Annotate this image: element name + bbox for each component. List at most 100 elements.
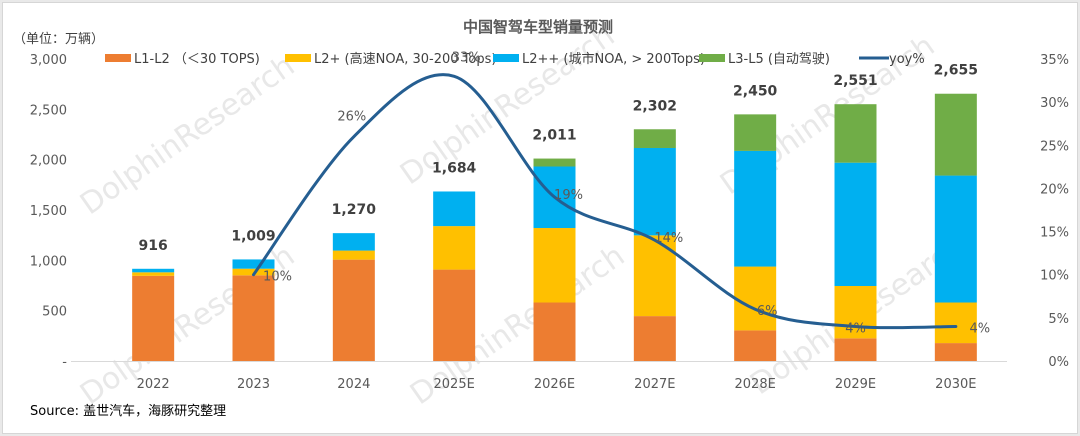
bar-segment-3 [734,150,777,267]
bar-segment-2 [633,235,676,317]
bar-segment-3 [433,191,476,227]
yoy-label: 4% [970,321,991,336]
bar-segment-2 [533,228,576,303]
bar-segment-3 [132,268,175,273]
bar-segment-1 [533,302,576,361]
watermark-text: DolphinResearch [74,48,301,222]
bar-segment-3 [934,175,977,303]
x-axis-ticks: 2022 2023 2024 2025E 2026E 2027E 2028E 2029E 203… [137,377,977,392]
bar-segment-2 [132,272,175,276]
watermark-text: DolphinResearch [394,18,621,192]
bar-segment-1 [934,343,977,361]
x-tick-label: 2025E [434,377,475,392]
total-label: 2,302 [633,98,677,114]
y-right-tick-label: 15% [1040,226,1069,241]
bar-segment-4 [934,93,977,176]
legend-label: yoy% [889,52,925,67]
legend-swatch [699,54,725,62]
total-label: 2,450 [733,83,778,99]
legend-label: L1-L2 （＜30 TOPS) [134,52,260,67]
legend-swatch [285,54,311,62]
bar-segment-1 [232,275,275,361]
x-tick-label: 2024 [337,377,370,392]
y-left-tick-label: 2,500 [30,103,67,118]
total-label: 2,655 [934,63,978,79]
total-label: 916 [139,238,168,254]
legend: L1-L2 （＜30 TOPS) L2+ (高速NOA, 30-200 Tops)… [105,51,925,67]
y-right-tick-label: 0% [1048,355,1069,370]
bar-segment-1 [132,275,175,361]
bar-segment-4 [633,129,676,148]
total-labels: 916 1,009 1,270 1,684 2,011 2,302 2,450 2,551 2,… [139,63,978,254]
yoy-label: 33% [452,50,481,65]
y-right-tick-label: 5% [1048,312,1069,327]
legend-label: L3-L5 (自动驾驶) [728,52,830,67]
total-label: 2,551 [833,73,877,89]
y-left-tick-label: 1,000 [30,254,67,269]
bar-segment-3 [633,147,676,236]
bars [132,93,977,361]
bar-segment-4 [734,114,777,151]
x-tick-label: 2027E [634,377,675,392]
total-label: 2,011 [532,128,576,144]
y-left-tick-label: - [62,355,67,370]
bar-segment-1 [834,338,877,361]
x-tick-label: 2028E [735,377,776,392]
yoy-label: 26% [337,110,366,125]
y-axis-right: 0% 5% 10% 15% 20% 25% 30% 35% [1040,53,1069,370]
y-left-tick-label: 500 [42,305,67,320]
y-right-tick-label: 30% [1040,96,1069,111]
bar-segment-2 [934,302,977,344]
yoy-labels: 10% 26% 33% 19% 14% 6% 4% 4% [263,50,990,336]
legend-swatch [105,54,131,62]
bar-segment-2 [433,226,476,270]
legend-item: L2+ (高速NOA, 30-200 Tops) [285,51,496,67]
x-tick-label: 2030E [935,377,976,392]
yoy-label: 14% [654,231,683,246]
x-tick-label: 2023 [237,377,270,392]
yoy-label: 10% [263,270,292,285]
yoy-label: 4% [845,321,866,336]
bar-segment-2 [834,286,877,339]
legend-swatch [493,54,519,62]
bar-segment-1 [433,269,476,361]
y-left-tick-label: 3,000 [30,53,67,68]
bar-segment-1 [332,259,375,361]
bar-segment-4 [533,158,576,167]
bar-segment-3 [834,162,877,287]
y-right-tick-label: 35% [1040,53,1069,68]
chart-title: 中国智驾车型销量预测 [463,18,613,36]
source-note: Source: 盖世汽车，海豚研究整理 [30,403,226,419]
yoy-label: 19% [554,188,583,203]
y-right-tick-label: 20% [1040,182,1069,197]
unit-label: （单位：万辆） [13,32,104,47]
y-left-tick-label: 2,000 [30,154,67,169]
x-tick-label: 2029E [835,377,876,392]
stacked-bar-line-chart: DolphinResearch DolphinResearch DolphinRes… [13,18,1069,419]
total-label: 1,684 [432,160,477,176]
legend-item: L3-L5 (自动驾驶) [699,52,830,67]
total-label: 1,270 [332,202,377,218]
legend-item: yoy% [859,52,925,67]
x-tick-label: 2022 [137,377,170,392]
legend-label: L2+ (高速NOA, 30-200 Tops) [314,51,496,67]
bar-segment-2 [332,250,375,260]
yoy-label: 6% [757,304,778,319]
legend-item: L2++ (城市NOA, > 200Tops) [493,51,705,67]
y-axis-left: - 500 1,000 1,500 2,000 2,500 3,000 [30,53,68,370]
bar-segment-1 [734,330,777,361]
y-right-tick-label: 10% [1040,269,1069,284]
yoy-line [252,73,958,330]
y-right-tick-label: 25% [1040,139,1069,154]
bar-segment-2 [734,266,777,331]
bar-segment-3 [232,259,275,269]
total-label: 1,009 [231,228,275,244]
x-tick-label: 2026E [534,377,575,392]
y-left-tick-label: 1,500 [30,204,67,219]
legend-item: L1-L2 （＜30 TOPS) [105,52,260,67]
bar-segment-4 [834,104,877,163]
bar-segment-2 [232,268,275,276]
legend-label: L2++ (城市NOA, > 200Tops) [522,51,705,67]
bar-segment-3 [332,233,375,251]
bar-segment-1 [633,316,676,361]
